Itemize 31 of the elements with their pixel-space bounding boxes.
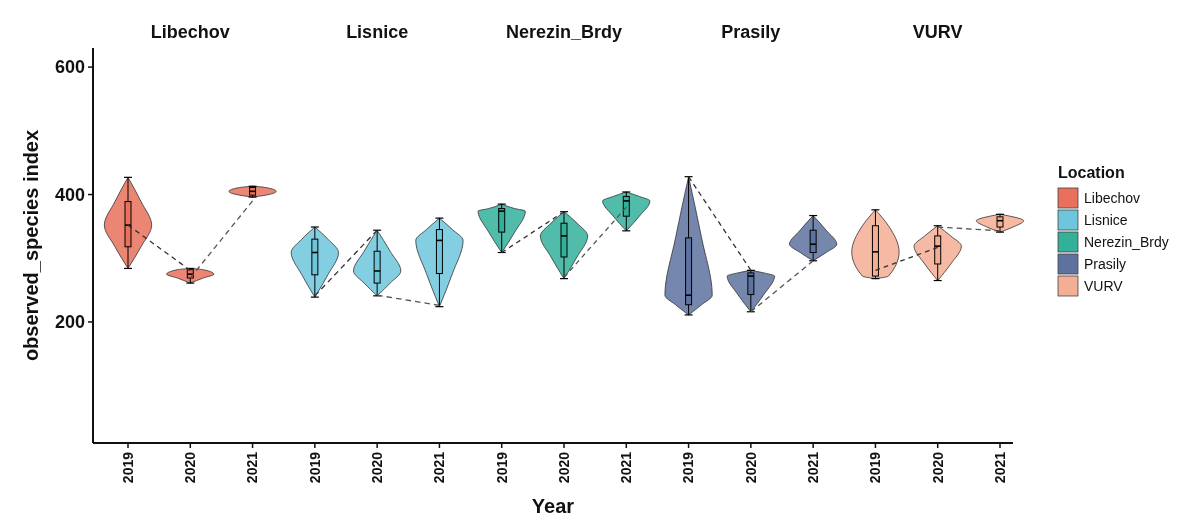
x-tick-label: 2021 — [991, 451, 1008, 484]
x-tick-label: 2021 — [805, 451, 822, 484]
legend-label: VURV — [1084, 277, 1124, 294]
x-tick-label: 2019 — [867, 451, 884, 484]
legend-label: Lisnice — [1084, 211, 1128, 228]
x-tick-label: 2020 — [742, 451, 759, 484]
x-tick-label: 2019 — [306, 451, 323, 484]
x-tick-label: 2020 — [555, 451, 572, 484]
y-tick-label: 600 — [54, 57, 85, 78]
legend-label: Prasily — [1084, 255, 1127, 272]
x-tick-label: 2019 — [119, 451, 136, 484]
text: Prasily — [721, 22, 781, 42]
x-tick-label: 2020 — [182, 451, 199, 484]
x-tick-label: 2019 — [680, 451, 697, 484]
text: Lisnice — [346, 22, 409, 42]
x-tick-label: 2020 — [369, 451, 386, 484]
text: Libechov — [150, 22, 230, 42]
x-tick-label: 2019 — [493, 451, 510, 484]
x-tick-label: 2021 — [244, 451, 261, 484]
y-tick-label: 200 — [54, 312, 85, 333]
y-tick-label: 400 — [54, 184, 85, 205]
legend-label: Nerezin_Brdy — [1084, 233, 1169, 250]
legend-title: Location — [1058, 164, 1125, 181]
y-axis-title: observed_species index — [20, 129, 42, 362]
text: Nerezin_Brdy — [505, 22, 623, 42]
text: VURV — [912, 22, 963, 42]
x-tick-label: 2021 — [431, 451, 448, 484]
x-tick-label: 2020 — [929, 451, 946, 484]
x-axis-title: Year — [531, 495, 575, 517]
legend-label: Libechov — [1084, 189, 1141, 206]
x-tick-label: 2021 — [618, 451, 635, 484]
